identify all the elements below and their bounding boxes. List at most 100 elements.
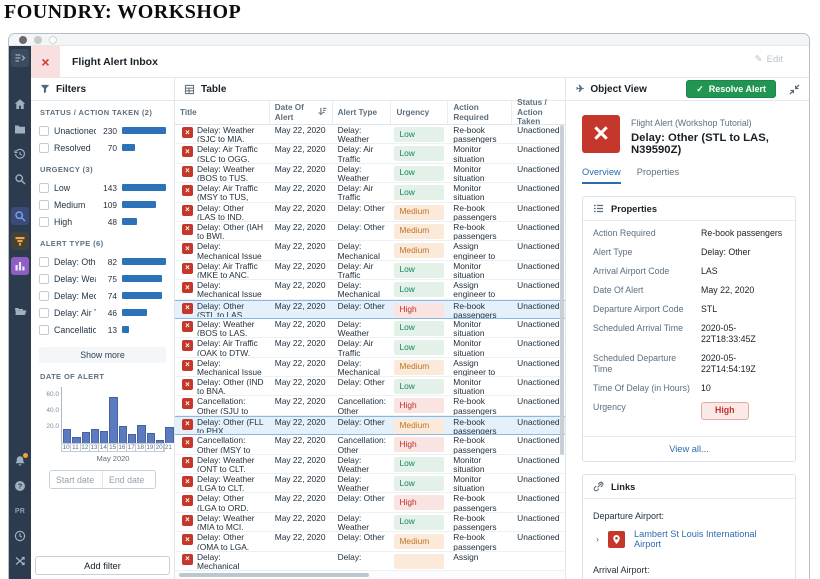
histogram-bar[interactable] xyxy=(155,440,165,443)
sidebar-item-clock[interactable] xyxy=(11,527,29,545)
table-row[interactable]: × Delay: Air Traffic (MSY to TUS, N68460Z… xyxy=(175,183,565,203)
table-row[interactable]: × Delay: Other (LGA to ORD, N41289Z) May 2… xyxy=(175,493,565,513)
table-row[interactable]: × Delay: Mechanical Issue (LAS to LAS, May… xyxy=(175,280,565,300)
histogram-bar[interactable] xyxy=(146,433,155,443)
column-header-action-required[interactable]: Action Required xyxy=(447,101,511,124)
table-row[interactable]: × Delay: Mechanical Issue (LGA to PDX, May… xyxy=(175,357,565,378)
histogram-bar[interactable] xyxy=(118,426,128,443)
table-row[interactable]: × Delay: Other (IAH to BWI, N16936Z) May 2… xyxy=(175,221,565,242)
sidebar-item-help[interactable]: ? xyxy=(11,477,29,495)
window-dot-minimize[interactable] xyxy=(34,35,42,44)
checkbox[interactable] xyxy=(39,290,49,301)
tab-overview[interactable]: Overview xyxy=(582,167,621,184)
view-all-link[interactable]: View all... xyxy=(583,436,795,461)
filter-option[interactable]: Low 143 xyxy=(31,179,174,196)
add-filter-button[interactable]: Add filter xyxy=(35,556,170,575)
table-row[interactable]: × Delay: Other (STL to LAS, N39590Z) May 2… xyxy=(175,299,565,319)
histogram-bar[interactable] xyxy=(165,427,174,443)
sidebar-item-folder[interactable] xyxy=(11,120,29,138)
cell-date: May 22, 2020 xyxy=(274,241,326,252)
tab-flight-alert-inbox[interactable]: × xyxy=(31,46,60,78)
start-date-input[interactable] xyxy=(50,471,102,488)
checkbox[interactable] xyxy=(39,216,49,227)
checkbox[interactable] xyxy=(39,182,49,193)
table-row[interactable]: × Delay: Mechanical Delay: Assign xyxy=(175,551,565,571)
table-row[interactable]: × Delay: Other (LAS to IND, N69680Z) May 2… xyxy=(175,202,565,222)
cell-alert-type: Cancellation: Other xyxy=(337,435,387,454)
filter-option[interactable]: Delay: Mechanical Issue 74 xyxy=(31,287,174,304)
show-more-button[interactable]: Show more xyxy=(39,347,166,363)
column-header-date-of-alert[interactable]: Date Of Alert xyxy=(268,101,332,124)
table-row[interactable]: × Delay: Other (FLL to PHX, N90866Z) May 2… xyxy=(175,415,565,436)
filter-option[interactable]: Medium 109 xyxy=(31,196,174,213)
filter-option[interactable]: Resolved 70 xyxy=(31,139,174,156)
table-row[interactable]: × Delay: Weather (SJC to MIA, N40162Z) May… xyxy=(175,125,565,145)
table-row[interactable]: × Cancellation: Other (SJU to DEN, May 22,… xyxy=(175,396,565,416)
edit-button[interactable]: ✎ Edit xyxy=(754,54,783,65)
table-row[interactable]: × Delay: Other (OMA to LGA, N554Z) May 22,… xyxy=(175,532,565,552)
table-row[interactable]: × Delay: Weather (ONT to CLT, N84413Z) May… xyxy=(175,454,565,475)
table-horizontal-scrollbar[interactable] xyxy=(175,571,565,579)
sidebar-item-chart[interactable] xyxy=(11,257,29,275)
column-header-status-action-taken[interactable]: Status / Action Taken xyxy=(511,98,565,126)
window-dot-maximize[interactable] xyxy=(49,35,57,44)
checkbox[interactable] xyxy=(39,256,49,267)
window-dot-close[interactable] xyxy=(19,35,27,44)
sidebar-item-swap[interactable] xyxy=(11,552,29,570)
histogram-bar[interactable] xyxy=(128,434,137,443)
sidebar-item-avatar-initials[interactable]: PR xyxy=(11,502,29,520)
filter-option[interactable]: Delay: Other 82 xyxy=(31,253,174,270)
checkbox[interactable] xyxy=(39,199,49,210)
checkbox[interactable] xyxy=(39,142,49,153)
cell-status: Unactioned xyxy=(517,416,560,427)
link-text[interactable]: Lambert St Louis International Airport xyxy=(634,529,757,550)
tab-properties[interactable]: Properties xyxy=(636,167,680,177)
end-date-input[interactable] xyxy=(103,471,155,488)
column-header-title[interactable]: Title xyxy=(175,101,269,124)
histogram-bar[interactable] xyxy=(63,429,72,443)
table-row[interactable]: × Delay: Weather (BOS to TUS, N79380Z) May… xyxy=(175,163,565,184)
sidebar-item-bell[interactable] xyxy=(11,452,29,470)
collapse-panel-icon[interactable] xyxy=(789,83,800,95)
table-row[interactable]: × Delay: Mechanical Issue (OAK to BWI, May… xyxy=(175,241,565,261)
table-row[interactable]: × Delay: Air Traffic (SLC to OGG, N50496Z… xyxy=(175,144,565,164)
sidebar-item-history[interactable] xyxy=(11,145,29,163)
histogram-bar[interactable] xyxy=(137,425,146,443)
histogram-bar[interactable] xyxy=(100,431,109,443)
histogram-bar[interactable] xyxy=(72,437,81,443)
cell-alert-type: Delay: Other xyxy=(337,202,385,213)
sidebar-item-home[interactable] xyxy=(11,95,29,113)
filter-option[interactable]: High 48 xyxy=(31,213,174,230)
x-axis-tick: 12 xyxy=(79,444,89,451)
checkbox[interactable] xyxy=(39,307,49,318)
sidebar-item-filter[interactable] xyxy=(11,232,29,250)
table-row[interactable]: × Delay: Other (IND to BNA, N37495Z) May 2… xyxy=(175,377,565,397)
histogram-bar[interactable] xyxy=(109,397,118,443)
table-row[interactable]: × Cancellation: Other (MSY to RDU, May 22,… xyxy=(175,435,565,455)
table-row[interactable]: × Delay: Weather (BOS to LAS, N82027Z) May… xyxy=(175,318,565,339)
chevron-right-icon[interactable]: › xyxy=(596,534,599,545)
sidebar-item-menu-expand[interactable] xyxy=(11,49,29,67)
checkbox[interactable] xyxy=(39,324,49,335)
checkbox[interactable] xyxy=(39,273,49,284)
filter-option[interactable]: Delay: Weather 75 xyxy=(31,270,174,287)
checkbox[interactable] xyxy=(39,125,49,136)
sidebar-item-files[interactable] xyxy=(11,302,29,320)
table-row[interactable]: × Delay: Weather (LGA to CLT, N94016Z) May… xyxy=(175,474,565,494)
histogram-bar[interactable] xyxy=(90,429,100,443)
column-header-urgency[interactable]: Urgency xyxy=(390,101,447,124)
resolve-alert-button[interactable]: ✓ Resolve Alert xyxy=(686,80,776,98)
filter-option[interactable]: Cancellation: Mechincal I... 13 xyxy=(31,321,174,338)
table-row[interactable]: × Delay: Air Traffic (OAK to DTW, N61846Z… xyxy=(175,338,565,358)
histogram-bar[interactable] xyxy=(81,432,90,443)
column-header-alert-type[interactable]: Alert Type xyxy=(331,101,391,124)
filter-option[interactable]: Delay: Air Traffic 46 xyxy=(31,304,174,321)
table-row[interactable]: × Delay: Weather (MIA to MCI, N85542Z) May… xyxy=(175,512,565,533)
filter-option[interactable]: Unactioned 230 xyxy=(31,122,174,139)
table-vertical-scrollbar[interactable] xyxy=(560,125,564,455)
sidebar-item-search[interactable] xyxy=(11,170,29,188)
horizontal-scroll-thumb[interactable] xyxy=(179,573,369,577)
date-histogram[interactable]: 20.0 40.0 60.0 xyxy=(46,387,174,443)
sidebar-item-object-search[interactable] xyxy=(11,207,29,225)
table-row[interactable]: × Delay: Air Traffic (MKE to ANC, N22644Z… xyxy=(175,260,565,281)
